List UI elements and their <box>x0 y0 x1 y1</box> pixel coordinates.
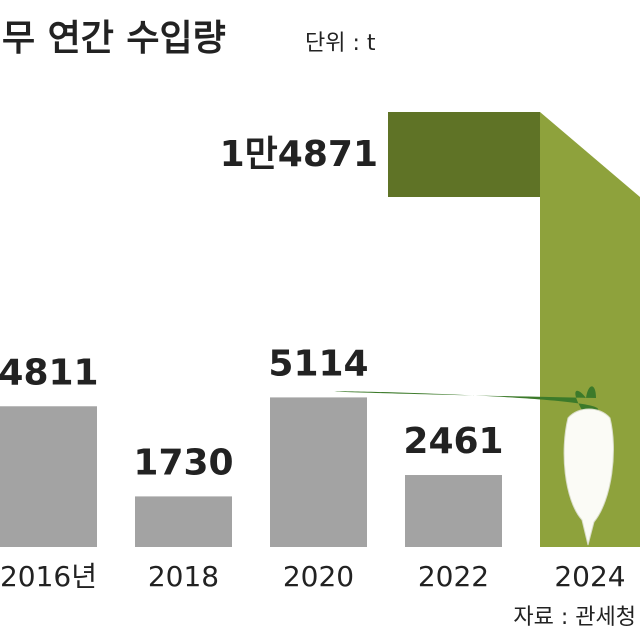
bar <box>0 406 97 547</box>
x-tick-label: 2020 <box>283 560 354 593</box>
radish <box>563 408 614 546</box>
x-tick-label: 2022 <box>418 560 489 593</box>
value-label: 5114 <box>268 343 368 384</box>
value-label: 1만4871 <box>220 134 378 175</box>
chart-title: 무 연간 수입량 <box>2 18 226 59</box>
value-label: 2461 <box>403 421 503 462</box>
bar <box>135 496 232 547</box>
value-label: 1730 <box>133 442 233 483</box>
source: 자료 : 관세청 <box>513 605 636 630</box>
value-label: 4811 <box>0 352 99 393</box>
x-tick-label: 2018 <box>148 560 219 593</box>
ribbon-fold <box>388 112 540 197</box>
x-tick-label: 2016년 <box>0 560 97 593</box>
bar <box>405 475 502 547</box>
bar <box>270 397 367 547</box>
radish-leaves <box>334 386 599 410</box>
x-tick-label: 2024 <box>554 560 625 593</box>
unit-label: 단위 : t <box>305 31 376 56</box>
